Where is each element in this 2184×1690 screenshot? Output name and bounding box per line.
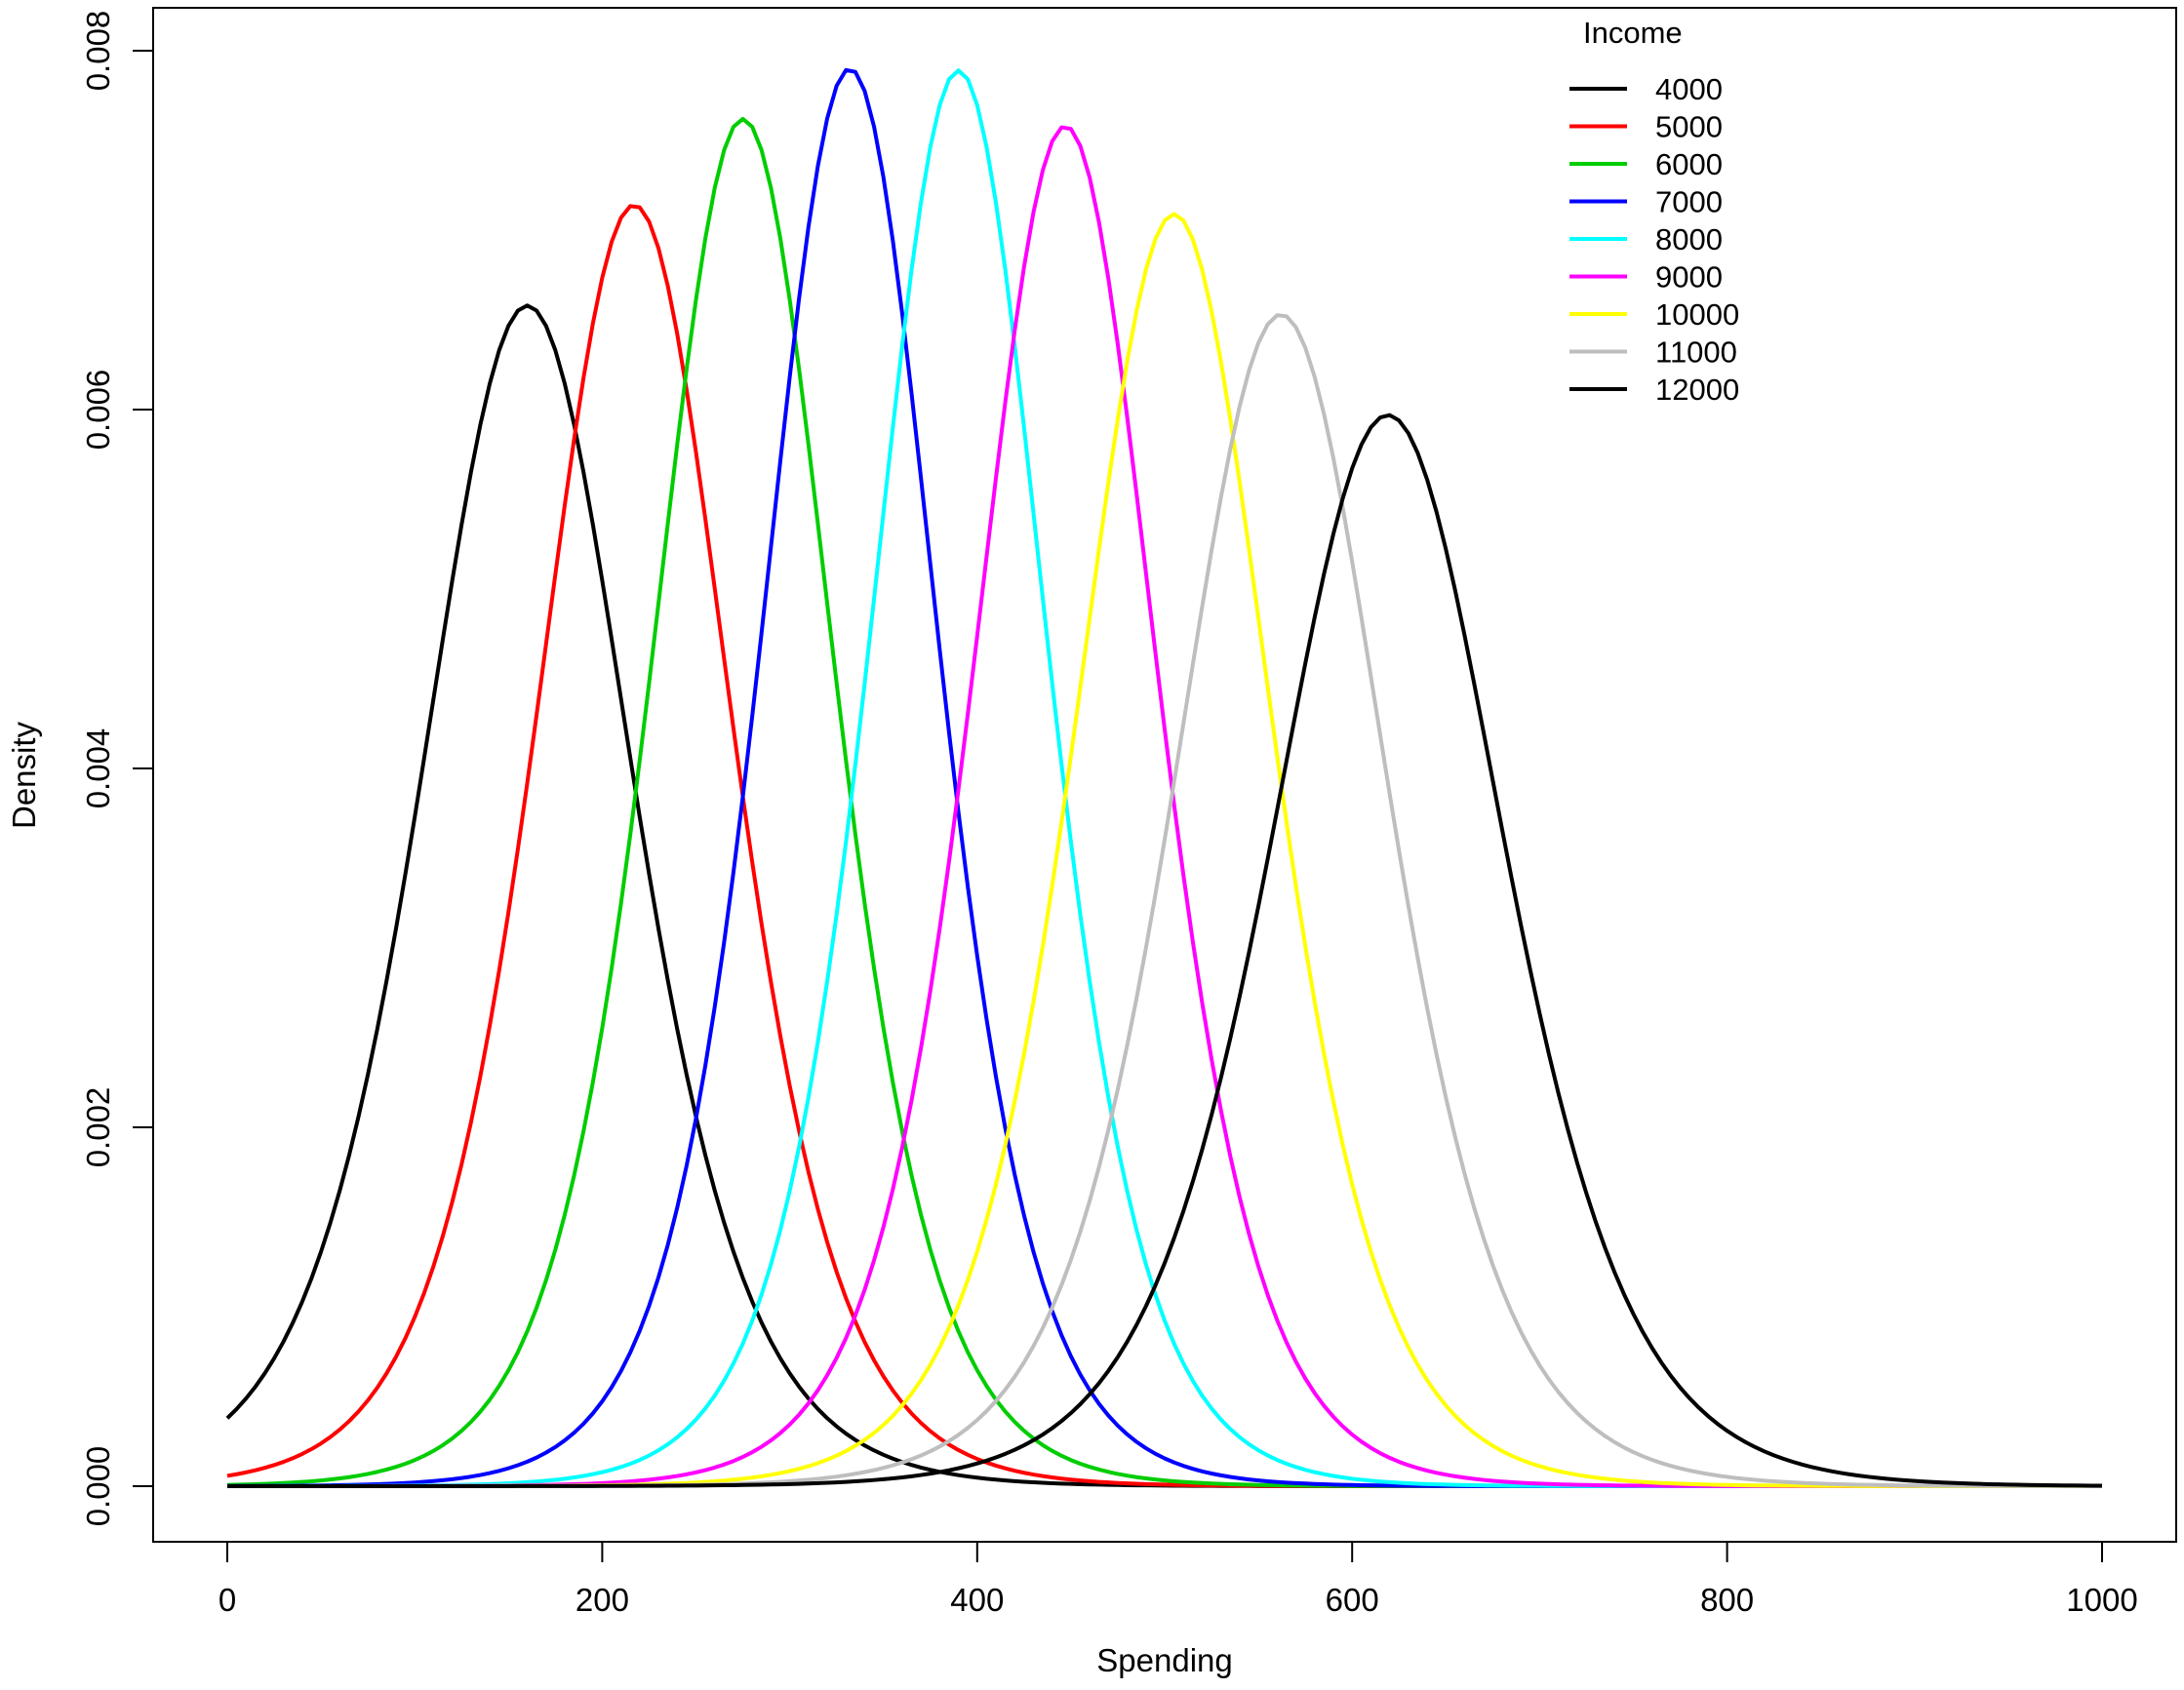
legend-label-10000: 10000: [1655, 297, 1739, 332]
x-tick-label: 400: [950, 1582, 1004, 1618]
x-axis: 0 200 400 600 800 1000: [218, 1541, 2138, 1618]
y-tick-label: 0.004: [80, 728, 116, 809]
y-tick-label: 0.006: [80, 370, 116, 451]
x-tick-label: 200: [576, 1582, 629, 1618]
y-tick-label: 0.000: [80, 1446, 116, 1527]
y-axis: 0.000 0.002 0.004 0.006 0.008: [80, 11, 154, 1527]
y-tick-label: 0.008: [80, 11, 116, 92]
legend-label-5000: 5000: [1655, 110, 1723, 144]
legend-label-6000: 6000: [1655, 147, 1723, 181]
x-tick-label: 800: [1700, 1582, 1754, 1618]
x-tick-label: 1000: [2066, 1582, 2137, 1618]
legend-label-9000: 9000: [1655, 260, 1723, 295]
legend-label-7000: 7000: [1655, 185, 1723, 219]
x-tick-label: 600: [1326, 1582, 1379, 1618]
x-tick-label: 0: [218, 1582, 236, 1618]
series-layer: [225, 67, 2103, 1488]
legend-label-8000: 8000: [1655, 222, 1723, 256]
x-axis-title: Spending: [1096, 1642, 1232, 1678]
legend-label-12000: 12000: [1655, 373, 1739, 407]
y-tick-label: 0.002: [80, 1087, 116, 1168]
legend-label-4000: 4000: [1655, 72, 1723, 106]
y-axis-title: Density: [6, 721, 42, 829]
series-line-12000: [227, 413, 2103, 1488]
legend-title: Income: [1583, 16, 1683, 50]
legend-label-11000: 11000: [1655, 335, 1737, 370]
